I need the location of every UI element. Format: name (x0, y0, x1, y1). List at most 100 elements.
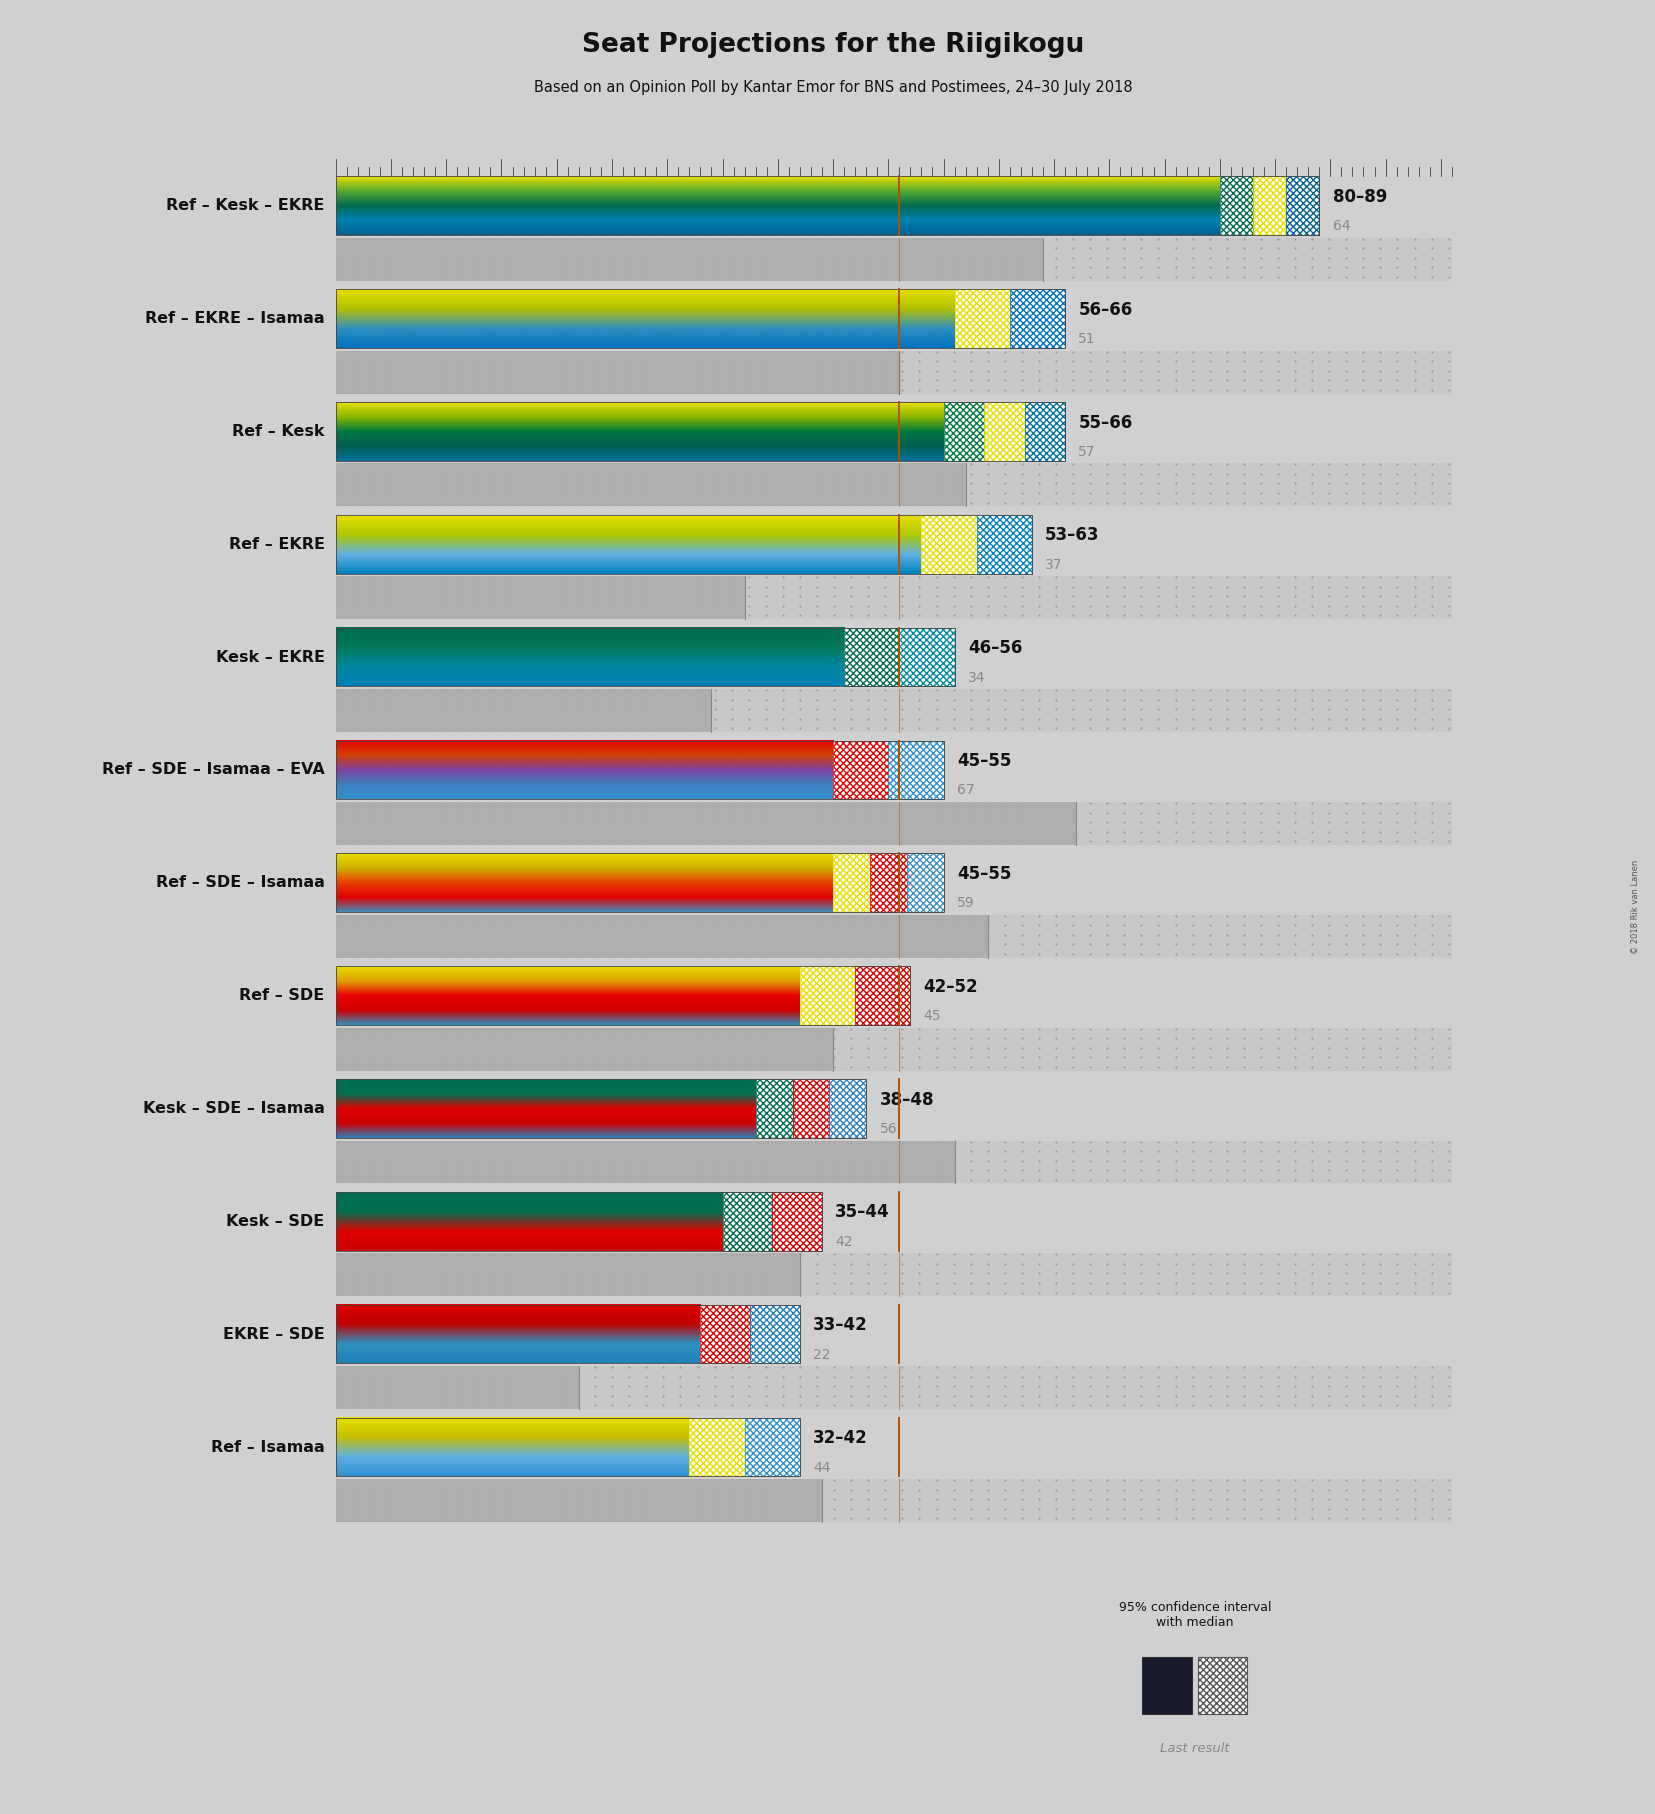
Text: 22: 22 (813, 1348, 831, 1362)
Bar (756, 1079, 793, 1137)
Text: Kesk – EKRE: Kesk – EKRE (215, 649, 324, 664)
Bar (799, 967, 856, 1025)
Text: 56: 56 (879, 1123, 897, 1136)
Bar (773, 1192, 823, 1250)
Text: 55–66: 55–66 (1079, 414, 1132, 432)
Bar (889, 740, 943, 800)
Bar (336, 1141, 1451, 1183)
Text: Ref – Kesk: Ref – Kesk (232, 424, 324, 439)
Text: 64: 64 (1332, 219, 1350, 234)
Text: 45–55: 45–55 (957, 753, 1011, 771)
Text: Last result: Last result (1160, 1741, 1230, 1756)
Bar (745, 1419, 799, 1477)
Bar (1286, 176, 1319, 236)
Text: 46–56: 46–56 (968, 639, 1023, 657)
Bar (1198, 1658, 1248, 1714)
Bar (1253, 176, 1286, 236)
Bar (336, 1253, 799, 1297)
Bar (336, 740, 943, 800)
Text: Ref – Kesk – EKRE: Ref – Kesk – EKRE (166, 198, 324, 212)
Bar (899, 628, 955, 686)
Bar (799, 967, 856, 1025)
Bar (1253, 176, 1286, 236)
Bar (336, 802, 1451, 845)
Bar (336, 515, 1033, 573)
Bar (336, 238, 1451, 281)
Bar (844, 628, 899, 686)
Bar (832, 853, 871, 912)
Bar (336, 853, 943, 912)
Bar (829, 1079, 866, 1137)
Bar (955, 288, 1010, 348)
Text: 38–48: 38–48 (879, 1090, 933, 1108)
Bar (336, 464, 1451, 506)
Bar (723, 1192, 773, 1250)
Bar (336, 1366, 1451, 1409)
Text: 35–44: 35–44 (836, 1203, 890, 1221)
Bar (943, 403, 985, 461)
Bar (336, 1419, 799, 1477)
Bar (336, 1029, 832, 1070)
Bar (336, 288, 1066, 348)
Bar (793, 1079, 829, 1137)
Bar (336, 1253, 1451, 1297)
Bar (700, 1304, 750, 1364)
Bar (907, 853, 943, 912)
Bar (1142, 1658, 1192, 1714)
Bar (871, 853, 907, 912)
Bar (723, 1192, 773, 1250)
Bar (871, 853, 907, 912)
Text: 67: 67 (957, 784, 975, 798)
Bar (1010, 288, 1066, 348)
Bar (793, 1079, 829, 1137)
Bar (336, 802, 1076, 845)
Text: Ref – SDE – Isamaa: Ref – SDE – Isamaa (156, 874, 324, 891)
Bar (955, 288, 1010, 348)
Bar (700, 1304, 750, 1364)
Bar (922, 515, 976, 573)
Bar (844, 628, 899, 686)
Bar (336, 628, 955, 686)
Text: 42–52: 42–52 (923, 978, 978, 996)
Text: 33–42: 33–42 (813, 1317, 867, 1335)
Bar (336, 1079, 866, 1137)
Bar (899, 628, 955, 686)
Bar (690, 1419, 745, 1477)
Text: 57: 57 (1079, 444, 1096, 459)
Bar (976, 515, 1033, 573)
Bar (750, 1304, 799, 1364)
Text: Ref – EKRE: Ref – EKRE (228, 537, 324, 551)
Bar (1220, 176, 1253, 236)
Bar (832, 740, 889, 800)
Bar (336, 967, 910, 1025)
Bar (336, 1478, 823, 1522)
Bar (336, 1366, 579, 1409)
Bar (832, 853, 871, 912)
Text: Ref – SDE – Isamaa – EVA: Ref – SDE – Isamaa – EVA (103, 762, 324, 778)
Text: 32–42: 32–42 (813, 1429, 867, 1448)
Bar (336, 1478, 1451, 1522)
Bar (336, 1141, 955, 1183)
Bar (745, 1419, 799, 1477)
Bar (922, 515, 976, 573)
Text: 42: 42 (836, 1235, 852, 1248)
Text: 59: 59 (957, 896, 975, 911)
Bar (690, 1419, 745, 1477)
Text: Seat Projections for the Riigikogu: Seat Projections for the Riigikogu (583, 33, 1084, 58)
Text: © 2018 Rik van Lanen: © 2018 Rik van Lanen (1630, 860, 1640, 954)
Bar (336, 464, 965, 506)
Text: 37: 37 (1046, 557, 1063, 571)
Bar (336, 577, 745, 619)
Text: 95% confidence interval
with median: 95% confidence interval with median (1119, 1602, 1271, 1629)
Text: Ref – Isamaa: Ref – Isamaa (210, 1440, 324, 1455)
Bar (985, 403, 1024, 461)
Bar (856, 967, 910, 1025)
Bar (829, 1079, 866, 1137)
Bar (976, 515, 1033, 573)
Text: EKRE – SDE: EKRE – SDE (223, 1326, 324, 1342)
Text: 44: 44 (813, 1460, 831, 1475)
Bar (889, 740, 943, 800)
Bar (336, 176, 1319, 236)
Text: 45–55: 45–55 (957, 865, 1011, 883)
Text: 56–66: 56–66 (1079, 301, 1132, 319)
